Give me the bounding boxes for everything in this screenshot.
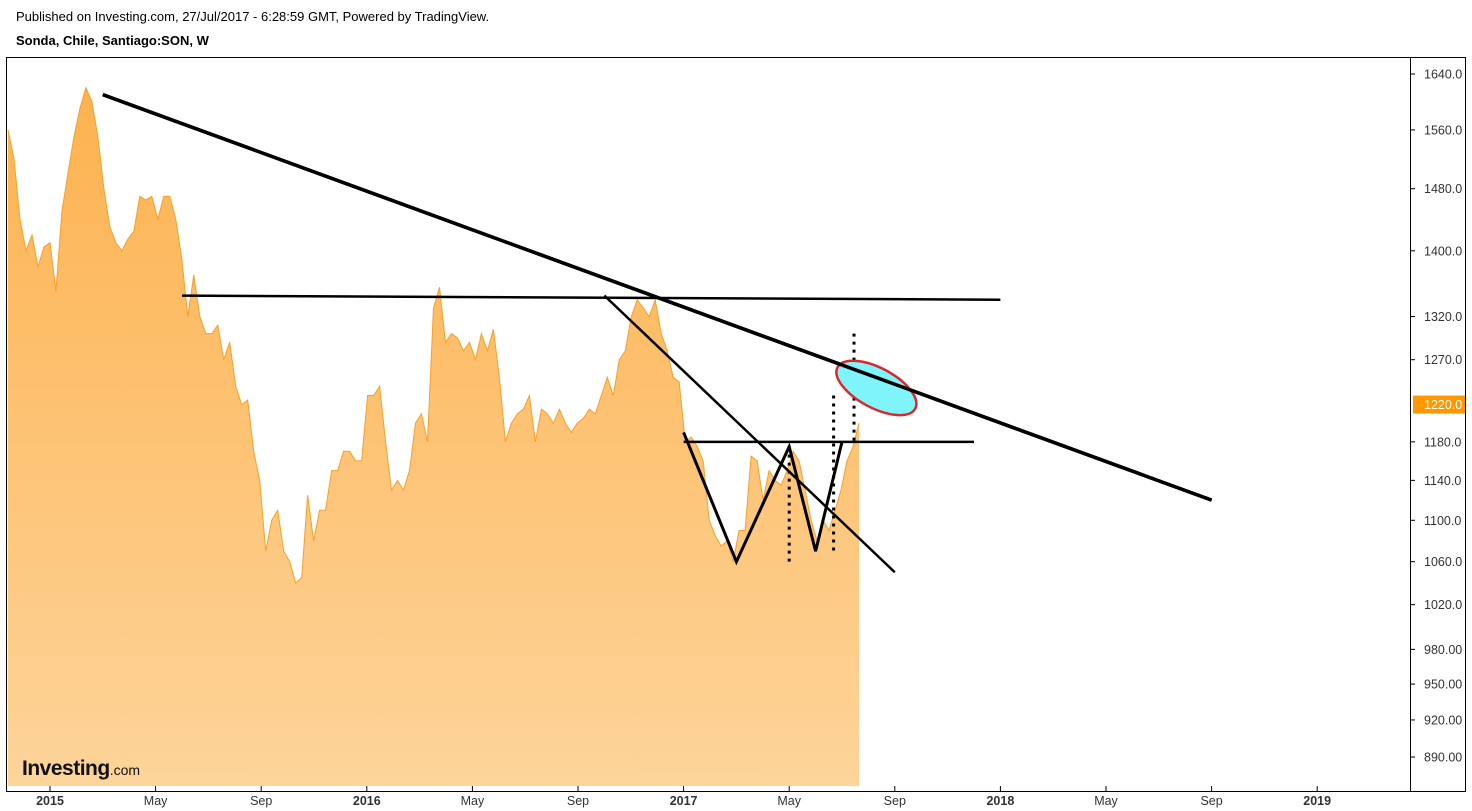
price-line [7,86,860,584]
area-fill [8,87,859,786]
y-tick-label-11: 980.00 [1424,643,1462,657]
x-tick-label-7: May [777,794,801,808]
y-tick-label-0: 1640.0 [1424,68,1462,82]
current-price-badge [1413,395,1465,414]
trendline-2 [603,294,896,574]
x-tick-label-8: Sep [884,794,906,808]
symbol-title: Sonda, Chile, Santiago:SON, W [16,33,209,48]
y-tick-label-6: 1180.0 [1424,435,1461,449]
y-tick-label-13: 920.00 [1424,713,1462,727]
x-tick-label-2: Sep [250,794,272,808]
y-tick-label-1: 1560.0 [1424,123,1462,137]
x-tick-label-5: Sep [567,794,589,808]
y-tick-label-4: 1320.0 [1424,310,1462,324]
y-tick-label-7: 1140.0 [1424,474,1461,488]
y-tick-label-10: 1020.0 [1424,598,1462,612]
logo-suffix: .com [109,762,141,778]
chart-frame [6,57,1466,792]
x-tick-label-12: 2019 [1303,794,1331,808]
horizontal-1 [181,294,1001,301]
trendline-overlay [102,92,1213,502]
time-axis: 2015 May Sep 2016 May Sep 2017 May Sep 2018 May Sep… [36,786,1331,808]
x-tick-label-4: May [461,794,485,808]
y-tick-label-9: 1060.0 [1424,555,1462,569]
drawing-layer[interactable] [102,92,1213,574]
y-tick-label-8: 1100.0 [1424,514,1461,528]
x-tick-label-6: 2017 [670,794,698,808]
current-price-label: 1220.0 [1424,398,1462,412]
y-tick-label-2: 1480.0 [1424,182,1462,196]
highlight-ellipse [835,359,918,417]
y-tick-label-12: 950.00 [1424,678,1462,692]
logo-wordmark: Investing [22,757,110,780]
y-tick-label-14: 890.00 [1424,751,1462,765]
price-axis: 1640.0 1560.0 1480.0 1400.0 1320.0 1270.0 1180… [1410,68,1465,765]
x-tick-label-0: 2015 [36,794,64,808]
y-tick-label-5: 1270.0 [1424,353,1462,367]
x-tick-label-9: 2018 [986,794,1014,808]
x-tick-label-10: May [1094,794,1118,808]
x-tick-label-1: May [144,794,168,808]
publication-info: Published on Investing.com, 27/Jul/2017 … [16,9,490,24]
investing-logo: Investing.com [22,757,140,781]
x-tick-label-11: Sep [1200,794,1222,808]
price-area [7,86,860,786]
y-tick-label-3: 1400.0 [1424,244,1462,258]
x-tick-label-3: 2016 [353,794,381,808]
